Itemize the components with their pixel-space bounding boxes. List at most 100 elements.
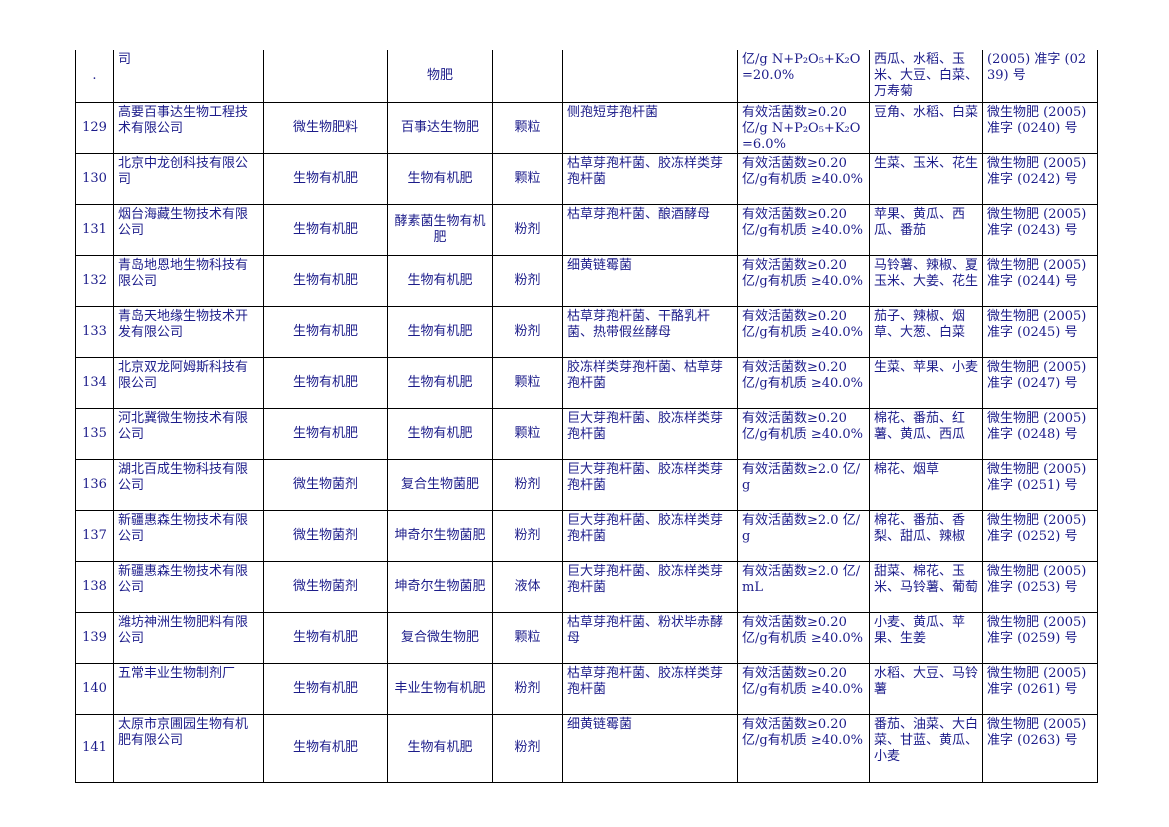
cell-number: 135 [75, 407, 114, 460]
cell-strain: 枯草芽孢杆菌、胶冻样类芽孢杆菌 [562, 152, 738, 205]
cell-registration: 微生物肥 (2005) 准字 (0247) 号 [982, 356, 1098, 409]
cell-registration: 微生物肥 (2005) 准字 (0242) 号 [982, 152, 1098, 205]
cell-crops: 甜菜、棉花、玉米、马铃薯、葡萄 [869, 560, 983, 613]
cell-form [492, 50, 563, 103]
cell-crops: 棉花、番茄、香梨、甜瓜、辣椒 [869, 509, 983, 562]
table-row: 130 北京中龙创科技有限公司 生物有机肥 生物有机肥 颗粒 枯草芽孢杆菌、胶冻样类芽孢杆… [75, 152, 1098, 205]
cell-strain: 枯草芽孢杆菌、胶冻样类芽孢杆菌 [562, 662, 738, 715]
cell-spec: 有效活菌数≥0.20 亿/g N+P₂O₅+K₂O =6.0% [737, 101, 870, 154]
cell-spec: 亿/g N+P₂O₅+K₂O =20.0% [737, 50, 870, 103]
cell-spec: 有效活菌数≥0.20 亿/g有机质 ≥40.0% [737, 662, 870, 715]
cell-number: 133 [75, 305, 114, 358]
cell-strain: 巨大芽孢杆菌、胶冻样类芽孢杆菌 [562, 509, 738, 562]
cell-number: 130 [75, 152, 114, 205]
cell-product-name: 生物有机肥 [387, 713, 493, 783]
table-row: 134 北京双龙阿姆斯科技有限公司 生物有机肥 生物有机肥 颗粒 胶冻样类芽孢杆菌、枯草芽… [75, 356, 1098, 409]
table-row: 131 烟台海藏生物技术有限公司 生物有机肥 酵素菌生物有机肥 粉剂 枯草芽孢杆菌、酿酒酵… [75, 203, 1098, 256]
cell-crops: 西瓜、水稻、玉米、大豆、白菜、万寿菊 [869, 50, 983, 103]
cell-product-name: 坤奇尔生物菌肥 [387, 560, 493, 613]
cell-spec: 有效活菌数≥0.20 亿/g有机质 ≥40.0% [737, 611, 870, 664]
cell-spec: 有效活菌数≥2.0 亿/mL [737, 560, 870, 613]
cell-number: 138 [75, 560, 114, 613]
cell-number: 136 [75, 458, 114, 511]
cell-strain: 细黄链霉菌 [562, 713, 738, 783]
cell-registration: 微生物肥 (2005) 准字 (0259) 号 [982, 611, 1098, 664]
cell-company: 北京双龙阿姆斯科技有限公司 [113, 356, 264, 409]
cell-product-type: 生物有机肥 [263, 713, 388, 783]
cell-strain [562, 50, 738, 103]
cell-number: 141 [75, 713, 114, 783]
table-row: 136 湖北百成生物科技有限公司 微生物菌剂 复合生物菌肥 粉剂 巨大芽孢杆菌、胶冻样类芽… [75, 458, 1098, 511]
table-row: . 司 物肥 亿/g N+P₂O₅+K₂O =20.0% 西瓜、水稻、玉米、大豆、白菜、… [75, 50, 1098, 103]
cell-number: 131 [75, 203, 114, 256]
cell-spec: 有效活菌数≥2.0 亿/g [737, 458, 870, 511]
cell-product-type: 生物有机肥 [263, 407, 388, 460]
cell-strain: 细黄链霉菌 [562, 254, 738, 307]
cell-product-type: 微生物菌剂 [263, 560, 388, 613]
cell-registration: 微生物肥 (2005) 准字 (0263) 号 [982, 713, 1098, 783]
cell-product-name: 复合生物菌肥 [387, 458, 493, 511]
cell-company: 新疆惠森生物技术有限公司 [113, 560, 264, 613]
cell-form: 粉剂 [492, 254, 563, 307]
cell-number: 129 [75, 101, 114, 154]
cell-strain: 巨大芽孢杆菌、胶冻样类芽孢杆菌 [562, 458, 738, 511]
cell-spec: 有效活菌数≥0.20 亿/g有机质 ≥40.0% [737, 254, 870, 307]
cell-number: 134 [75, 356, 114, 409]
cell-product-name: 生物有机肥 [387, 254, 493, 307]
cell-crops: 生菜、苹果、小麦 [869, 356, 983, 409]
cell-registration: (2005) 准字 (0239) 号 [982, 50, 1098, 103]
cell-form: 粉剂 [492, 203, 563, 256]
cell-product-name: 复合微生物肥 [387, 611, 493, 664]
cell-form: 粉剂 [492, 509, 563, 562]
table-row: 135 河北冀微生物技术有限公司 生物有机肥 生物有机肥 颗粒 巨大芽孢杆菌、胶冻样类芽孢… [75, 407, 1098, 460]
cell-registration: 微生物肥 (2005) 准字 (0251) 号 [982, 458, 1098, 511]
cell-product-type: 生物有机肥 [263, 152, 388, 205]
cell-spec: 有效活菌数≥0.20 亿/g有机质 ≥40.0% [737, 305, 870, 358]
cell-number: 140 [75, 662, 114, 715]
cell-company: 新疆惠森生物技术有限公司 [113, 509, 264, 562]
cell-number: . [75, 50, 114, 103]
cell-form: 粉剂 [492, 305, 563, 358]
cell-company: 司 [113, 50, 264, 103]
cell-form: 液体 [492, 560, 563, 613]
cell-registration: 微生物肥 (2005) 准字 (0243) 号 [982, 203, 1098, 256]
cell-product-type: 生物有机肥 [263, 305, 388, 358]
cell-registration: 微生物肥 (2005) 准字 (0248) 号 [982, 407, 1098, 460]
cell-strain: 枯草芽孢杆菌、干酪乳杆菌、热带假丝酵母 [562, 305, 738, 358]
table-row: 138 新疆惠森生物技术有限公司 微生物菌剂 坤奇尔生物菌肥 液体 巨大芽孢杆菌、胶冻样类… [75, 560, 1098, 613]
cell-form: 颗粒 [492, 611, 563, 664]
table-row: 137 新疆惠森生物技术有限公司 微生物菌剂 坤奇尔生物菌肥 粉剂 巨大芽孢杆菌、胶冻样类… [75, 509, 1098, 562]
cell-form: 颗粒 [492, 101, 563, 154]
cell-number: 132 [75, 254, 114, 307]
cell-product-type: 生物有机肥 [263, 203, 388, 256]
cell-strain: 巨大芽孢杆菌、胶冻样类芽孢杆菌 [562, 560, 738, 613]
cell-product-name: 百事达生物肥 [387, 101, 493, 154]
registration-table: . 司 物肥 亿/g N+P₂O₅+K₂O =20.0% 西瓜、水稻、玉米、大豆、白菜、… [75, 50, 1098, 783]
cell-product-type: 生物有机肥 [263, 254, 388, 307]
cell-strain: 巨大芽孢杆菌、胶冻样类芽孢杆菌 [562, 407, 738, 460]
cell-form: 粉剂 [492, 713, 563, 783]
table-row: 129 高要百事达生物工程技术有限公司 微生物肥料 百事达生物肥 颗粒 侧孢短芽孢杆菌 有效… [75, 101, 1098, 154]
cell-crops: 棉花、番茄、红薯、黄瓜、西瓜 [869, 407, 983, 460]
cell-registration: 微生物肥 (2005) 准字 (0261) 号 [982, 662, 1098, 715]
cell-registration: 微生物肥 (2005) 准字 (0245) 号 [982, 305, 1098, 358]
cell-product-type: 生物有机肥 [263, 662, 388, 715]
cell-company: 太原市京圃园生物有机肥有限公司 [113, 713, 264, 783]
cell-form: 粉剂 [492, 458, 563, 511]
cell-company: 青岛天地缘生物技术开发有限公司 [113, 305, 264, 358]
cell-crops: 番茄、油菜、大白菜、甘蓝、黄瓜、小麦 [869, 713, 983, 783]
cell-strain: 枯草芽孢杆菌、酿酒酵母 [562, 203, 738, 256]
table-row: 132 青岛地恩地生物科技有限公司 生物有机肥 生物有机肥 粉剂 细黄链霉菌 有效活菌数≥0… [75, 254, 1098, 307]
cell-product-name: 酵素菌生物有机肥 [387, 203, 493, 256]
cell-form: 颗粒 [492, 152, 563, 205]
cell-registration: 微生物肥 (2005) 准字 (0244) 号 [982, 254, 1098, 307]
cell-crops: 水稻、大豆、马铃薯 [869, 662, 983, 715]
cell-strain: 枯草芽孢杆菌、粉状毕赤酵母 [562, 611, 738, 664]
cell-product-type: 微生物菌剂 [263, 458, 388, 511]
cell-company: 青岛地恩地生物科技有限公司 [113, 254, 264, 307]
cell-product-name: 生物有机肥 [387, 152, 493, 205]
cell-strain: 侧孢短芽孢杆菌 [562, 101, 738, 154]
cell-crops: 生菜、玉米、花生 [869, 152, 983, 205]
cell-company: 高要百事达生物工程技术有限公司 [113, 101, 264, 154]
cell-company: 潍坊神洲生物肥料有限公司 [113, 611, 264, 664]
